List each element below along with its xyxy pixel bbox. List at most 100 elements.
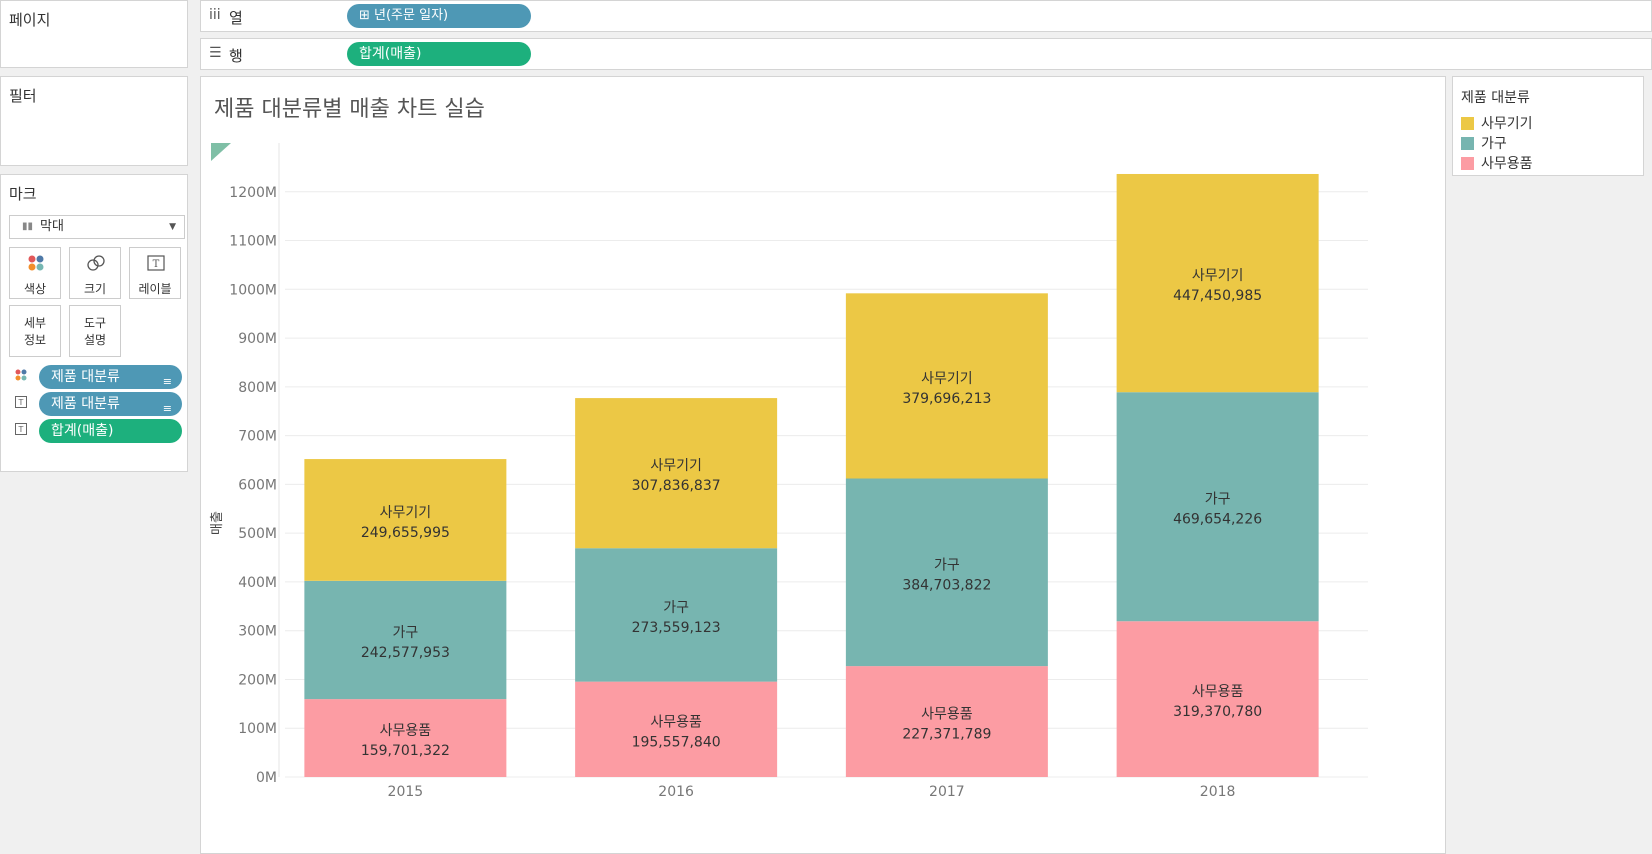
- columns-label: 열: [229, 9, 243, 27]
- bar-chart-icon: ▮▮: [22, 221, 34, 232]
- bar-segment[interactable]: [1116, 621, 1319, 777]
- rows-icon: ☰: [209, 45, 222, 61]
- stacked-bar-chart: 매출 0M 100M 200M 300M 400M 500M 600M 700M 800M 900…: [210, 143, 1368, 800]
- mark-pill-sales[interactable]: 합계(매출): [39, 419, 182, 443]
- chart-panel: 제품 대분류별 매출 차트 실습 매출 0M 100M 200M 300M 400M 50…: [200, 76, 1446, 854]
- x-tick-label: 2017: [929, 784, 965, 800]
- bar-value-label: 159,701,322: [361, 743, 450, 759]
- filters-panel[interactable]: 필터: [0, 76, 188, 166]
- y-tick-label: 600M: [238, 477, 277, 493]
- color-dots-icon: [15, 369, 27, 381]
- y-tick-label: 100M: [238, 721, 277, 737]
- mark-pill-label: 제품 대분류: [51, 369, 120, 385]
- y-tick-label: 700M: [238, 429, 277, 445]
- year-order-date-pill[interactable]: ⊞ 년(주문 일자): [347, 4, 531, 28]
- bar-value-label: 379,696,213: [902, 391, 991, 407]
- mark-type-dropdown[interactable]: ▮▮ 막대 ▼: [9, 215, 185, 239]
- color-button[interactable]: 색상: [9, 247, 61, 299]
- columns-icon: iii: [209, 7, 221, 23]
- legend-swatch: [1461, 157, 1474, 170]
- svg-text:T: T: [153, 259, 160, 270]
- bar-value-label: 227,371,789: [902, 727, 991, 743]
- size-button[interactable]: 크기: [69, 247, 121, 299]
- bar-segment[interactable]: [1116, 392, 1319, 622]
- y-tick-label: 1200M: [229, 185, 277, 201]
- bar-value-label: 384,703,822: [902, 577, 991, 593]
- legend-item-label: 사무기기: [1481, 116, 1533, 132]
- bar-category-label: 가구: [392, 625, 418, 641]
- rows-shelf[interactable]: ☰ 행 합계(매출): [200, 38, 1652, 70]
- y-tick-label: 900M: [238, 331, 277, 347]
- filters-title: 필터: [9, 87, 37, 105]
- svg-text:T: T: [18, 398, 24, 407]
- mark-pill-category-color[interactable]: 제품 대분류 ≡: [39, 365, 182, 389]
- bar-category-label: 사무기기: [650, 458, 702, 474]
- size-circles-icon: [87, 255, 105, 271]
- rows-label: 행: [229, 47, 243, 65]
- mark-pill-row-label: T 제품 대분류 ≡: [9, 392, 185, 416]
- bar-category-label: 사무기기: [1192, 268, 1244, 284]
- marks-title: 마크: [9, 185, 37, 203]
- mark-pill-category-label[interactable]: 제품 대분류 ≡: [39, 392, 182, 416]
- bar-value-label: 273,559,123: [632, 620, 721, 636]
- y-tick-label: 400M: [238, 575, 277, 591]
- bar-value-label: 469,654,226: [1173, 512, 1262, 528]
- x-tick-label: 2018: [1200, 784, 1236, 800]
- text-label-icon: T: [15, 396, 27, 408]
- bar-category-label: 사무용품: [650, 714, 702, 730]
- y-tick-label: 800M: [238, 380, 277, 396]
- bar-category-label: 사무용품: [1192, 684, 1244, 700]
- bar-segment[interactable]: [575, 398, 778, 549]
- bar-segment[interactable]: [1116, 173, 1319, 393]
- corner-marker-icon: [211, 143, 231, 161]
- bar-category-label: 사무용품: [921, 707, 973, 723]
- sort-icon: ≡: [162, 375, 172, 388]
- bar-category-label: 가구: [663, 600, 689, 616]
- mark-pill-row-color: 제품 대분류 ≡: [9, 365, 185, 389]
- mark-pill-label: 합계(매출): [51, 423, 114, 439]
- y-tick-label: 1000M: [229, 282, 277, 298]
- detail-button-label: 세부 정보: [23, 316, 47, 347]
- bar-category-label: 사무용품: [380, 723, 432, 739]
- x-tick-label: 2016: [658, 784, 694, 800]
- bar-segment[interactable]: [845, 478, 1048, 667]
- marks-panel: 마크 ▮▮ 막대 ▼ 색상 크기 T 레이블 세부 정보 도구 설명: [0, 174, 188, 472]
- bar-segment[interactable]: [304, 699, 507, 777]
- bar-segment[interactable]: [304, 580, 507, 700]
- legend-swatch: [1461, 117, 1474, 130]
- legend-title: 제품 대분류: [1461, 90, 1530, 106]
- bar-segment[interactable]: [845, 293, 1048, 479]
- color-button-label: 색상: [23, 282, 47, 296]
- y-tick-label: 200M: [238, 672, 277, 688]
- bar-value-label: 242,577,953: [361, 645, 450, 661]
- bar-category-label: 가구: [934, 557, 960, 573]
- bar-segment[interactable]: [575, 681, 778, 777]
- bar-value-label: 447,450,985: [1173, 288, 1262, 304]
- columns-shelf[interactable]: iii 열 ⊞ 년(주문 일자): [200, 0, 1652, 32]
- y-tick-label: 0M: [256, 770, 277, 786]
- legend-swatch: [1461, 137, 1474, 150]
- tooltip-button[interactable]: 도구 설명: [69, 305, 121, 357]
- bar-value-label: 195,557,840: [632, 734, 721, 750]
- bar-value-label: 319,370,780: [1173, 704, 1262, 720]
- mark-pill-row-sales: T 합계(매출): [9, 419, 185, 443]
- bar-segment[interactable]: [575, 548, 778, 682]
- legend-item-label: 사무용품: [1481, 156, 1533, 172]
- bar-category-label: 가구: [1205, 492, 1231, 508]
- label-button[interactable]: T 레이블: [129, 247, 181, 299]
- pages-title: 페이지: [9, 11, 51, 29]
- bar-segment[interactable]: [304, 459, 507, 581]
- label-button-label: 레이블: [138, 282, 172, 296]
- y-tick-label: 500M: [238, 526, 277, 542]
- y-tick-label: 1100M: [229, 234, 277, 250]
- sales-sum-pill[interactable]: 합계(매출): [347, 42, 531, 66]
- bar-value-label: 307,836,837: [632, 478, 721, 494]
- sort-icon: ≡: [162, 402, 172, 415]
- detail-button[interactable]: 세부 정보: [9, 305, 61, 357]
- svg-text:T: T: [18, 425, 24, 434]
- y-axis-label: 매출: [210, 511, 225, 535]
- mark-type-label: 막대: [40, 219, 64, 234]
- bar-segment[interactable]: [845, 666, 1048, 777]
- legend-panel: 제품 대분류 사무기기 가구 사무용품: [1452, 76, 1644, 176]
- y-tick-label: 300M: [238, 624, 277, 640]
